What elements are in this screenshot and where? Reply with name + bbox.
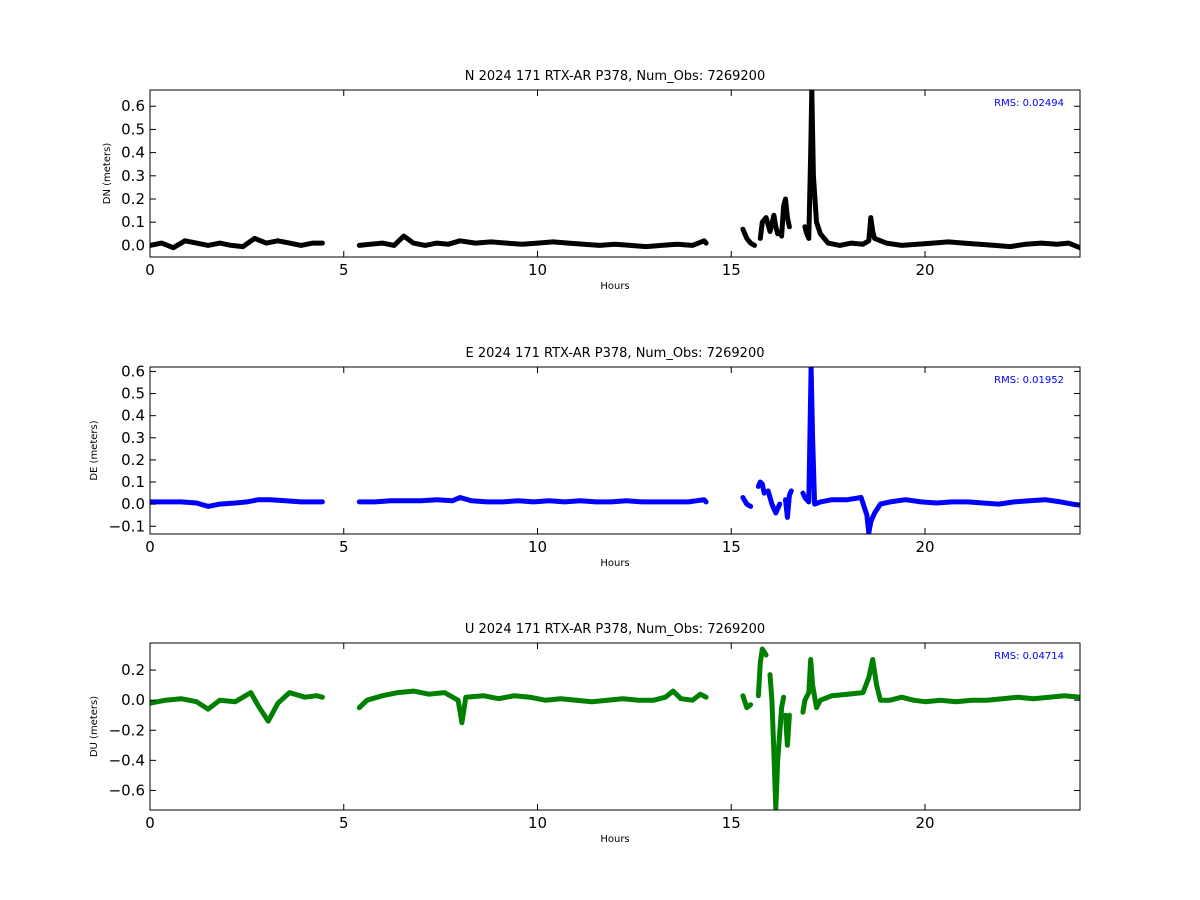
up-series-line-segment xyxy=(356,688,709,726)
up-y-tick-label: −0.2 xyxy=(109,721,145,739)
up-axes-frame xyxy=(149,642,1081,811)
east-x-tick-label: 0 xyxy=(145,538,155,556)
north-series-line-segment xyxy=(356,233,709,250)
north-chart-title: N 2024 171 RTX-AR P378, Num_Obs: 7269200 xyxy=(465,69,765,84)
east-series-line-segment xyxy=(783,488,794,520)
north-y-tick-label: 0.0 xyxy=(121,236,145,254)
north-y-tick-label: 0.5 xyxy=(121,120,145,138)
up-y-tick-label: −0.4 xyxy=(109,751,145,769)
up-y-tick-label: 0.2 xyxy=(121,661,145,679)
north-y-tick-label: 0.2 xyxy=(121,190,145,208)
east-x-tick-label: 15 xyxy=(722,538,741,556)
north-axes-frame xyxy=(149,89,1081,258)
east-y-tick-label: 0.6 xyxy=(121,362,145,380)
east-y-tick-label: 0.3 xyxy=(121,429,145,447)
east-y-tick-label: 0.0 xyxy=(121,495,145,513)
north-x-tick-label: 20 xyxy=(915,261,934,279)
east-y-tick-label: 0.1 xyxy=(121,473,145,491)
up-y-tick-label: −0.6 xyxy=(109,781,145,799)
east-rms-annotation: RMS: 0.01952 xyxy=(994,375,1064,386)
up-series-line-segment xyxy=(740,693,754,711)
east-y-tick-label: 0.2 xyxy=(121,451,145,469)
panel-up: 0 5 10 15 20 −0.6 −0.4 −0.2 0.0 0.2 U 2024 171 RTX… xyxy=(89,622,1081,845)
up-rms-annotation: RMS: 0.04714 xyxy=(994,651,1064,662)
north-series-line-segment xyxy=(757,212,781,241)
east-chart-title: E 2024 171 RTX-AR P378, Num_Obs: 7269200 xyxy=(466,346,765,361)
east-series-line-segment xyxy=(765,488,783,516)
east-x-tick-label: 20 xyxy=(915,538,934,556)
east-series-line-segment xyxy=(150,497,325,509)
north-x-tick-label: 15 xyxy=(722,261,741,279)
up-chart-title: U 2024 171 RTX-AR P378, Num_Obs: 7269200 xyxy=(465,622,765,637)
north-x-tick-label: 10 xyxy=(528,261,547,279)
up-series-line-segment xyxy=(767,672,787,810)
up-series-line-segment xyxy=(755,646,769,699)
up-series-line-segment xyxy=(800,657,1080,715)
up-x-tick-label: 20 xyxy=(915,814,934,832)
north-series-line-segment xyxy=(150,235,325,251)
north-series-line-segment xyxy=(779,196,792,239)
east-x-tick-label: 5 xyxy=(339,538,349,556)
north-x-axis-label: Hours xyxy=(600,281,629,292)
north-series-line-segment xyxy=(802,90,1080,251)
panel-east: 0 5 10 15 20 −0.1 0.0 0.1 0.2 0.3 0.4 0.5 0.6 E 2024 … xyxy=(89,346,1081,569)
north-y-axis-label: DN (meters) xyxy=(102,143,113,205)
up-x-tick-label: 0 xyxy=(145,814,155,832)
east-y-tick-label: 0.5 xyxy=(121,385,145,403)
east-series-line-segment xyxy=(755,479,767,496)
east-series-line-segment xyxy=(740,495,754,509)
up-x-axis-label: Hours xyxy=(600,834,629,845)
north-y-tick-label: 0.1 xyxy=(121,213,145,231)
panel-north: 0 5 10 15 20 0.0 0.1 0.2 0.3 0.4 0.5 0.6 N 2024 171 … xyxy=(102,69,1081,292)
up-y-axis-label: DU (meters) xyxy=(89,696,100,757)
up-series-line-segment xyxy=(150,690,325,724)
up-y-tick-label: 0.0 xyxy=(121,691,145,709)
north-y-tick-label: 0.3 xyxy=(121,167,145,185)
up-series-line-segment xyxy=(783,712,792,748)
east-series-line-segment xyxy=(800,367,1080,534)
up-x-tick-label: 15 xyxy=(722,814,741,832)
north-rms-annotation: RMS: 0.02494 xyxy=(994,98,1064,109)
east-y-tick-label: 0.4 xyxy=(121,407,145,425)
north-series-line-segment xyxy=(740,226,757,248)
north-x-tick-label: 0 xyxy=(145,261,155,279)
east-axes-frame xyxy=(149,366,1081,535)
up-x-tick-label: 10 xyxy=(528,814,547,832)
east-series-line-segment xyxy=(356,495,709,505)
north-y-tick-label: 0.6 xyxy=(121,97,145,115)
east-x-axis-label: Hours xyxy=(600,558,629,569)
east-y-tick-label: −0.1 xyxy=(109,517,145,535)
north-x-tick-label: 5 xyxy=(339,261,349,279)
north-y-tick-label: 0.4 xyxy=(121,144,145,162)
east-y-axis-label: DE (meters) xyxy=(89,420,100,480)
up-x-tick-label: 5 xyxy=(339,814,349,832)
east-x-tick-label: 10 xyxy=(528,538,547,556)
